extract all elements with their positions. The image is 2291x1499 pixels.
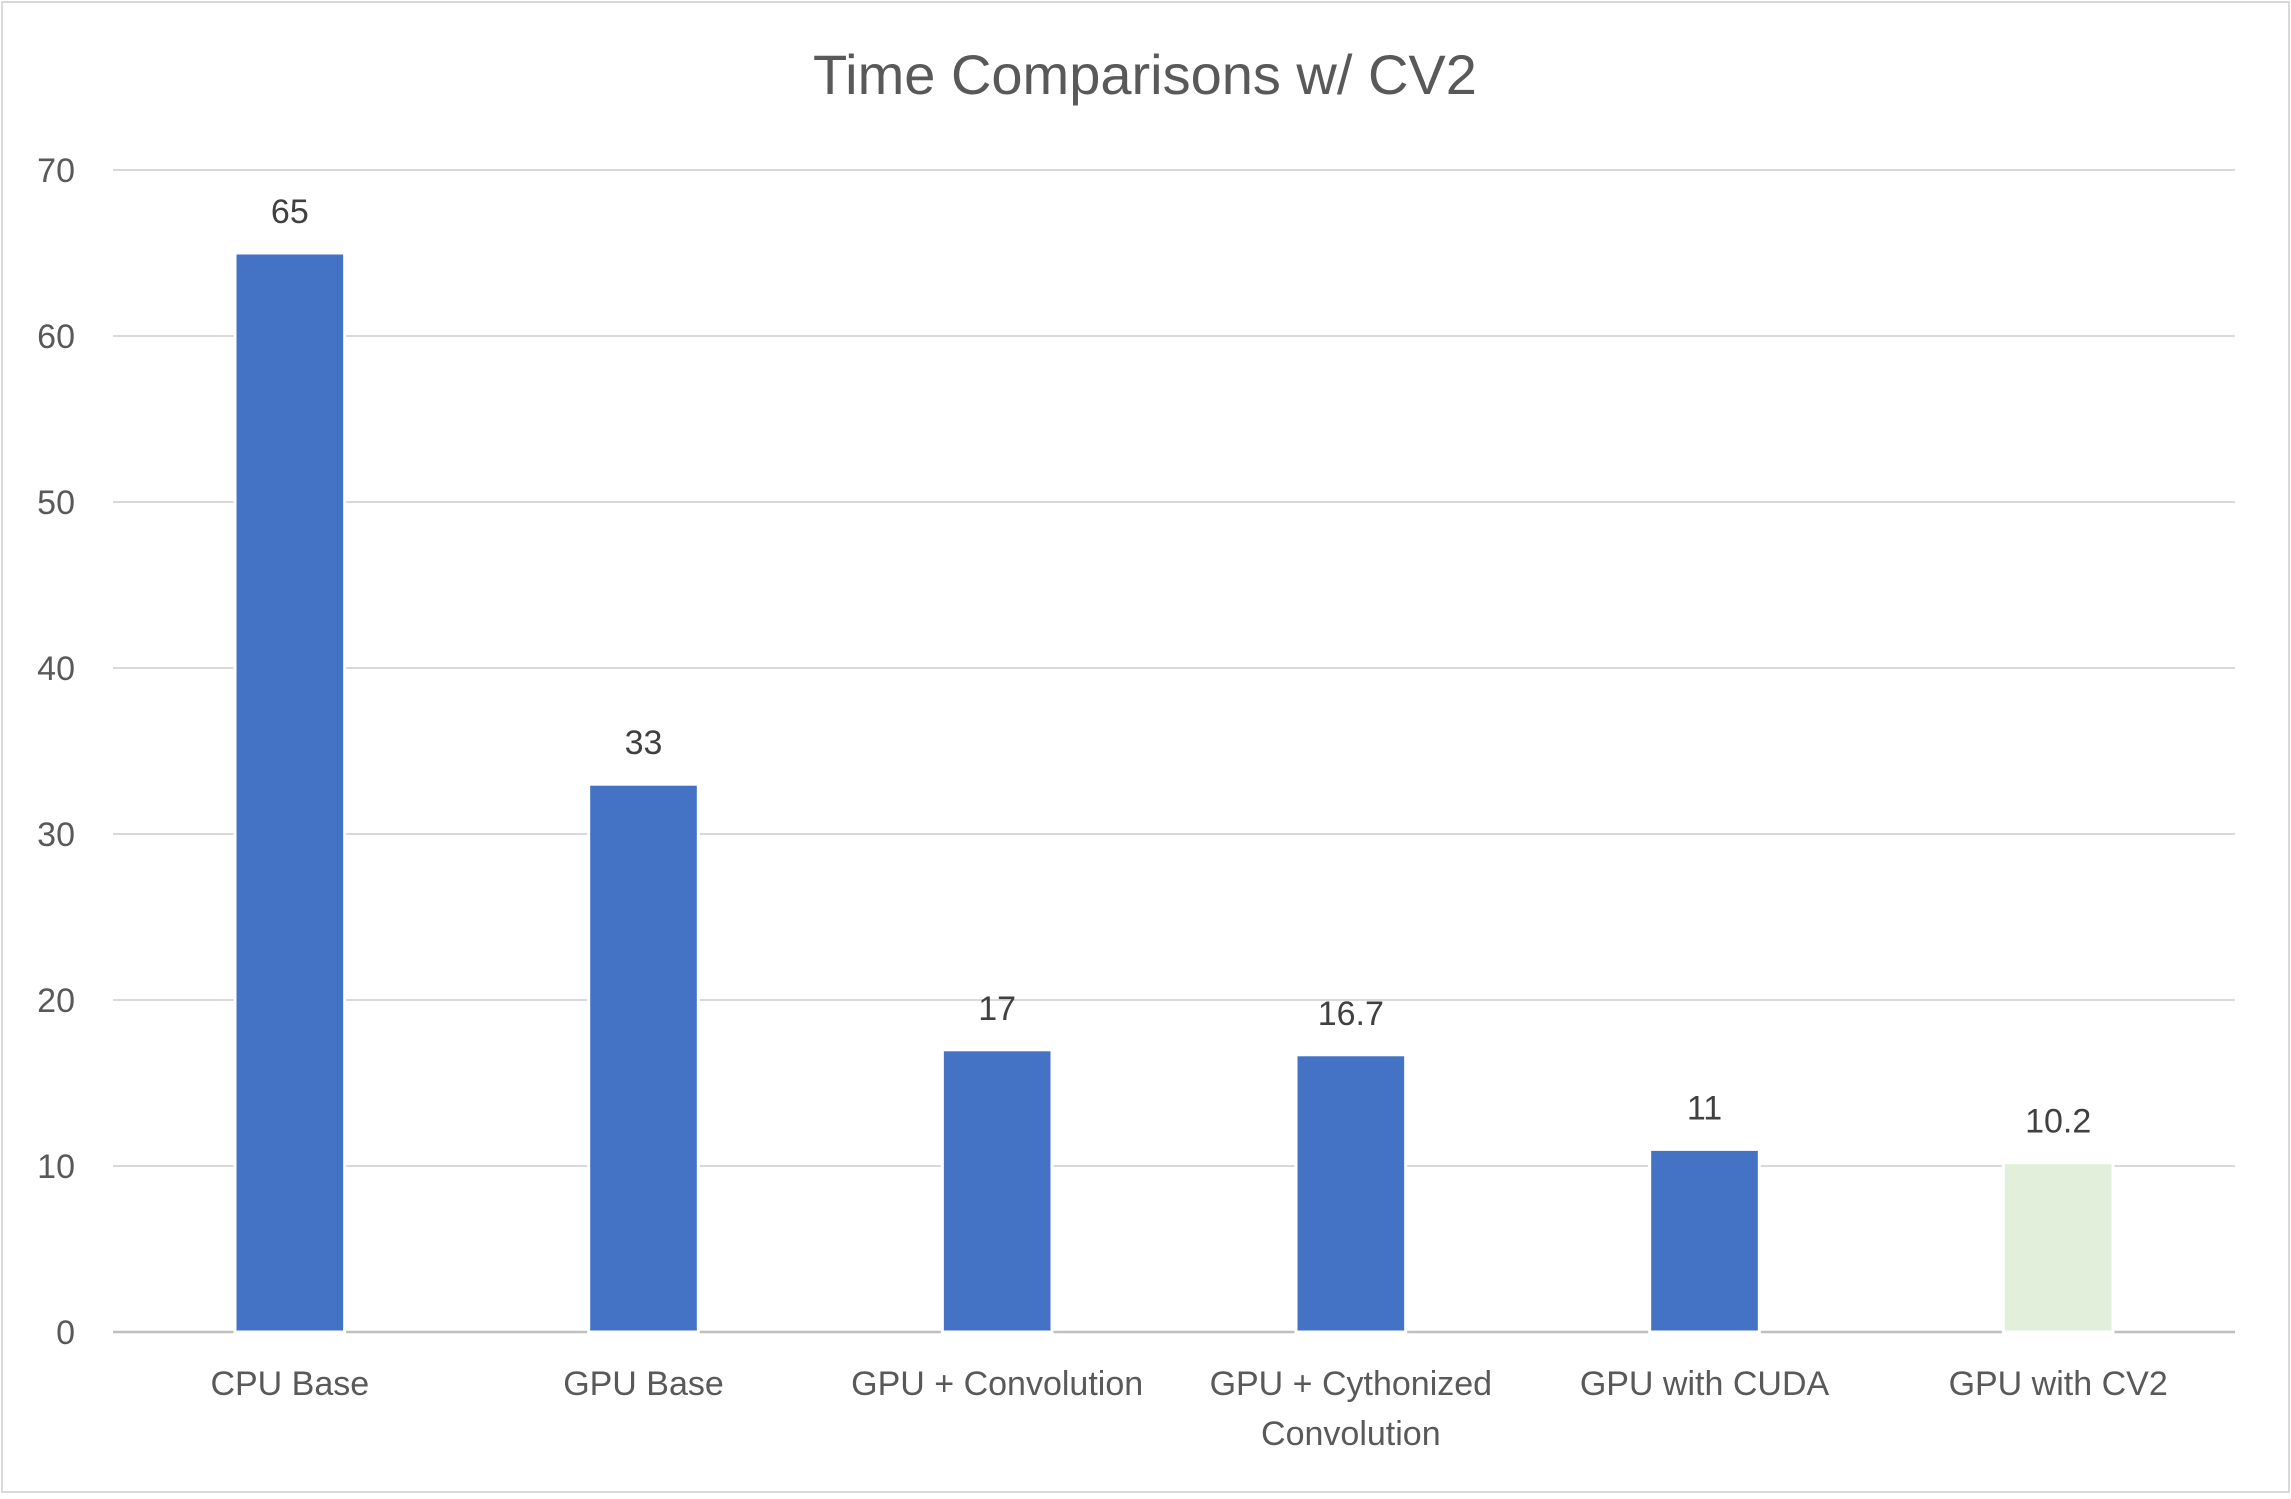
y-tick-label: 10 <box>37 1148 75 1186</box>
y-tick-label: 70 <box>37 152 75 190</box>
x-tick-label: GPU Base <box>563 1365 724 1403</box>
y-axis-ticks: 0 10 20 30 40 50 60 70 <box>37 152 75 1352</box>
data-label: 11 <box>1687 1089 1722 1127</box>
y-tick-label: 40 <box>37 650 75 688</box>
chart-title: Time Comparisons w/ CV2 <box>813 43 1477 106</box>
y-tick-label: 0 <box>56 1314 75 1352</box>
y-tick-label: 30 <box>37 816 75 854</box>
data-label: 65 <box>271 193 309 231</box>
bar <box>233 251 347 1334</box>
bars <box>233 251 2115 1334</box>
x-tick-label: GPU + Cythonized <box>1210 1365 1493 1403</box>
bar <box>587 782 700 1334</box>
data-label: 10.2 <box>2025 1103 2091 1141</box>
gridlines <box>113 169 2235 1334</box>
data-label: 33 <box>625 724 663 762</box>
bar <box>1294 1053 1408 1334</box>
y-tick-label: 60 <box>37 318 75 356</box>
data-labels: 65 33 17 16.7 11 10.2 <box>271 193 2091 1141</box>
y-tick-label: 20 <box>37 982 75 1020</box>
bar <box>940 1048 1054 1334</box>
x-tick-label: GPU with CUDA <box>1580 1365 1830 1403</box>
y-tick-label: 50 <box>37 484 75 522</box>
x-tick-label: GPU with CV2 <box>1949 1365 2168 1403</box>
x-axis-labels: CPU Base GPU Base GPU + Convolution GPU + C… <box>210 1365 2167 1453</box>
x-tick-label: GPU + Convolution <box>851 1365 1143 1403</box>
data-label: 16.7 <box>1318 995 1384 1033</box>
bar <box>2001 1161 2115 1334</box>
bar <box>1648 1147 1761 1334</box>
x-tick-label: Convolution <box>1261 1415 1441 1453</box>
data-label: 17 <box>978 990 1016 1028</box>
x-tick-label: CPU Base <box>210 1365 369 1403</box>
